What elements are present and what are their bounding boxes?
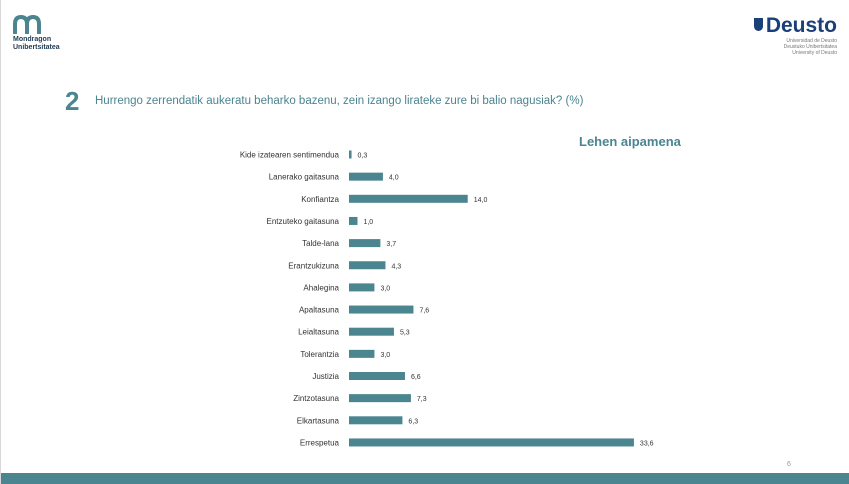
bar: [349, 438, 634, 447]
bar: [349, 349, 375, 358]
footer-bar: [1, 473, 849, 484]
value-label: 33,6: [640, 440, 654, 447]
category-label: Ahalegina: [303, 283, 339, 292]
page-number: 6: [787, 461, 791, 468]
category-label: Justizia: [312, 372, 339, 381]
mondragon-logo-icon: [13, 14, 43, 34]
bar: [349, 283, 375, 292]
category-label: Leialtasuna: [298, 328, 339, 337]
bar: [349, 394, 411, 403]
bar: [349, 239, 381, 248]
value-label: 3,0: [380, 285, 390, 292]
mondragon-line1: Mondragon: [13, 36, 52, 43]
category-label: Erantzukizuna: [288, 261, 339, 270]
category-label: Elkartasuna: [297, 416, 340, 425]
value-label: 3,7: [386, 241, 396, 248]
deusto-subtitle-1: Universidad de Deusto: [786, 38, 837, 44]
value-label: 6,3: [408, 418, 418, 425]
category-label: Errespetua: [300, 438, 340, 447]
mondragon-line2: Unibertsitatea: [13, 44, 60, 51]
value-label: 4,0: [389, 175, 399, 182]
value-label: 7,3: [417, 396, 427, 403]
value-label: 6,6: [411, 374, 421, 381]
bar: [349, 305, 414, 314]
chart-title: Lehen aipamena: [579, 134, 681, 149]
category-label: Zintzotasuna: [293, 394, 339, 403]
bar: [349, 150, 352, 159]
bar: [349, 416, 403, 425]
category-label: Talde-lana: [302, 239, 339, 248]
category-label: Kide izatearen sentimendua: [240, 151, 340, 160]
bar: [349, 327, 394, 336]
value-label: 3,0: [380, 352, 390, 359]
value-label: 7,6: [419, 308, 429, 315]
value-label: 4,3: [391, 263, 401, 270]
value-label: 5,3: [400, 330, 410, 337]
deusto-name: Deusto: [765, 14, 837, 37]
value-label: 14,0: [474, 197, 488, 204]
deusto-subtitle-3: University of Deusto: [792, 50, 837, 56]
bar: [349, 372, 405, 380]
deusto-subtitle-2: Deustuko Unibertsitatea: [783, 44, 837, 50]
mondragon-logo-text: Mondragon Unibertsitatea: [13, 36, 60, 52]
category-label: Tolerantzia: [300, 350, 339, 359]
deusto-logo: Deusto Universidad de Deusto Deustuko Un…: [727, 14, 837, 56]
category-label: Konfiantza: [301, 195, 339, 204]
question-text: Hurrengo zerrendatik aukeratu beharko ba…: [95, 95, 584, 107]
bar: [349, 172, 383, 181]
category-label: Apaltasuna: [299, 306, 340, 315]
question-number: 2: [65, 86, 80, 116]
bar: [349, 194, 468, 203]
bar: [349, 261, 386, 270]
value-label: 0,3: [358, 153, 368, 160]
deusto-shield-icon: [753, 18, 763, 31]
category-label: Entzuteko gaitasuna: [267, 217, 340, 226]
category-label: Lanerako gaitasuna: [269, 173, 340, 182]
bar: [349, 216, 358, 225]
value-label: 1,0: [363, 219, 373, 226]
